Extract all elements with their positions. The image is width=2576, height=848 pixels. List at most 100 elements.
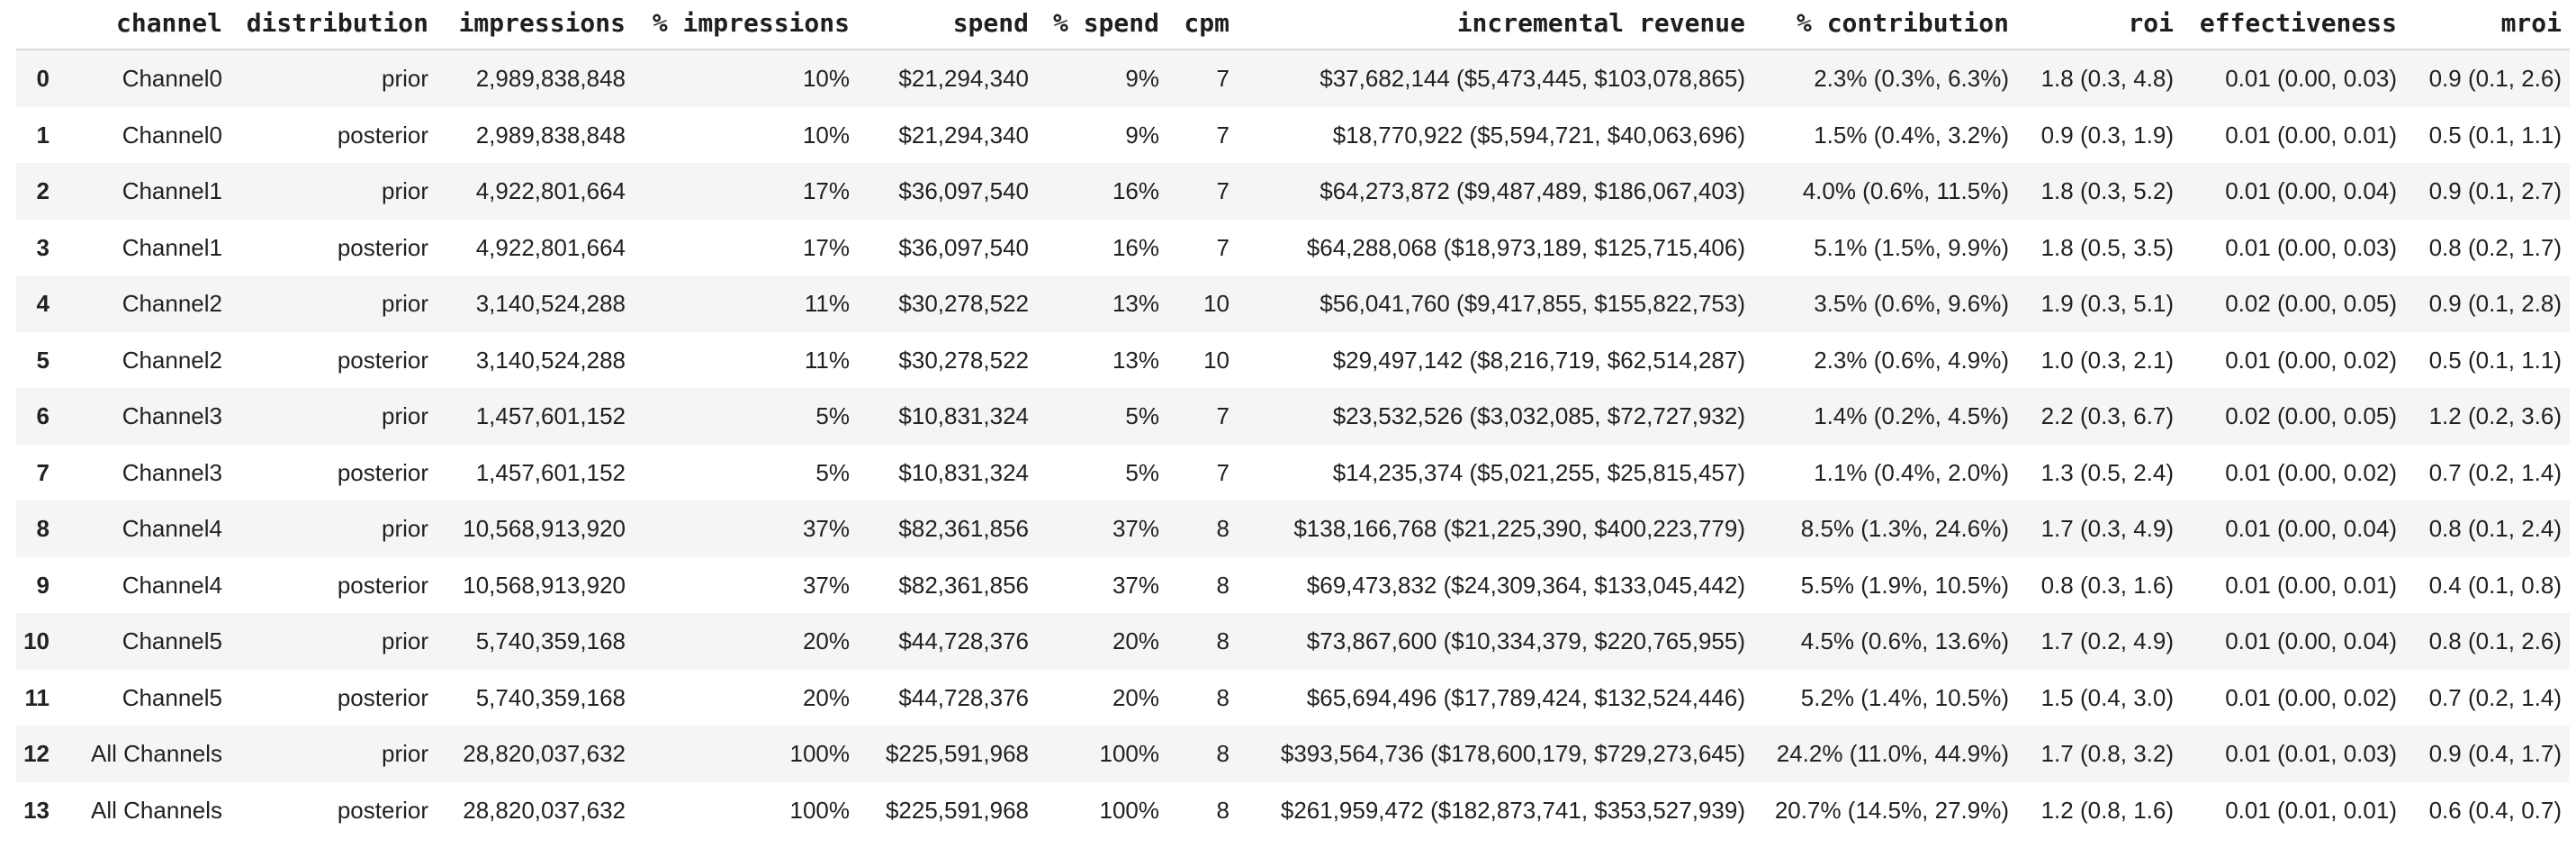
cell-pct-impressions: 37% [802,571,850,599]
cell-index: 6 [36,402,50,430]
col-header-spend: spend [858,0,1037,50]
cell-roi: 1.9 (0.3, 5.1) [2040,290,2174,318]
cell-mroi: 1.2 (0.2, 3.6) [2428,402,2562,430]
col-header-roi: roi [2017,0,2182,50]
cell-index: 2 [36,177,50,205]
cell-impressions: 5,740,359,168 [475,627,626,655]
cell-channel: Channel0 [122,121,222,149]
cell-distribution: prior [381,402,428,430]
cell-effectiveness: 0.01 (0.00, 0.02) [2225,683,2397,711]
cell-pct-spend: 20% [1112,627,1159,655]
cell-incremental-revenue: $138,166,768 ($21,225,390, $400,223,779) [1293,515,1745,543]
cell-distribution: prior [381,177,428,205]
cell-spend: $30,278,522 [898,346,1029,374]
cell-roi: 1.7 (0.3, 4.9) [2040,515,2174,543]
cell-pct-contribution: 5.1% (1.5%, 9.9%) [1814,233,2009,261]
cell-cpm: 7 [1216,65,1229,93]
cell-pct-spend: 37% [1112,515,1159,543]
cell-effectiveness: 0.02 (0.00, 0.05) [2225,402,2397,430]
cell-pct-spend: 13% [1112,290,1159,318]
cell-roi: 1.8 (0.3, 4.8) [2040,65,2174,93]
cell-index: 1 [36,121,50,149]
cell-index: 10 [23,627,50,655]
cell-index: 12 [23,740,50,768]
cell-mroi: 0.9 (0.1, 2.8) [2428,290,2562,318]
cell-pct-spend: 13% [1112,346,1159,374]
cell-index: 0 [36,65,50,93]
cell-cpm: 10 [1203,290,1229,318]
cell-channel: Channel4 [122,571,222,599]
cell-spend: $36,097,540 [898,177,1029,205]
col-header-mroi: mroi [2405,0,2570,50]
cell-pct-contribution: 2.3% (0.3%, 6.3%) [1814,65,2009,93]
table-body: 0 Channel0 prior 2,989,838,848 10% $21,294,34… [16,50,2570,838]
cell-spend: $225,591,968 [885,796,1029,824]
cell-pct-spend: 37% [1112,571,1159,599]
cell-roi: 0.8 (0.3, 1.6) [2040,571,2174,599]
cell-spend: $44,728,376 [898,627,1029,655]
cell-pct-impressions: 20% [802,683,850,711]
cell-roi: 1.8 (0.5, 3.5) [2040,233,2174,261]
cell-pct-impressions: 20% [802,627,850,655]
cell-pct-spend: 100% [1099,740,1160,768]
cell-distribution: prior [381,290,428,318]
cell-distribution: posterior [337,458,428,486]
cell-incremental-revenue: $23,532,526 ($3,032,085, $72,727,932) [1332,402,1745,430]
cell-effectiveness: 0.02 (0.00, 0.05) [2225,290,2397,318]
table-row: 8 Channel4 prior 10,568,913,920 37% $82,361,8… [16,501,2570,557]
cell-impressions: 4,922,801,664 [475,177,626,205]
cell-pct-impressions: 100% [789,796,851,824]
cell-mroi: 0.9 (0.1, 2.7) [2428,177,2562,205]
cell-effectiveness: 0.01 (0.00, 0.03) [2225,65,2397,93]
cell-mroi: 0.9 (0.1, 2.6) [2428,65,2562,93]
cell-impressions: 2,989,838,848 [475,121,626,149]
cell-distribution: prior [381,515,428,543]
cell-effectiveness: 0.01 (0.00, 0.04) [2225,177,2397,205]
cell-pct-impressions: 10% [802,65,850,93]
cell-cpm: 8 [1216,740,1229,768]
cell-spend: $82,361,856 [898,515,1029,543]
cell-distribution: posterior [337,233,428,261]
cell-roi: 1.2 (0.8, 1.6) [2040,796,2174,824]
cell-pct-contribution: 5.5% (1.9%, 10.5%) [1800,571,2009,599]
cell-distribution: posterior [337,796,428,824]
cell-effectiveness: 0.01 (0.01, 0.03) [2225,740,2397,768]
cell-mroi: 0.8 (0.1, 2.6) [2428,627,2562,655]
cell-pct-contribution: 3.5% (0.6%, 9.6%) [1814,290,2009,318]
col-header-effectiveness: effectiveness [2182,0,2405,50]
cell-cpm: 8 [1216,571,1229,599]
cell-impressions: 28,820,037,632 [463,740,626,768]
table-row: 13 All Channels posterior 28,820,037,632 100… [16,782,2570,839]
cell-channel: Channel5 [122,627,222,655]
cell-distribution: posterior [337,346,428,374]
cell-spend: $21,294,340 [898,121,1029,149]
cell-incremental-revenue: $393,564,736 ($178,600,179, $729,273,645… [1280,740,1745,768]
cell-effectiveness: 0.01 (0.00, 0.02) [2225,346,2397,374]
col-header-cpm: cpm [1167,0,1238,50]
cell-pct-impressions: 17% [802,177,850,205]
cell-incremental-revenue: $65,694,496 ($17,789,424, $132,524,446) [1306,683,1745,711]
cell-mroi: 0.6 (0.4, 0.7) [2428,796,2562,824]
cell-impressions: 3,140,524,288 [475,290,626,318]
channel-summary-table: channel distribution impressions % impre… [16,0,2570,838]
cell-spend: $21,294,340 [898,65,1029,93]
cell-index: 13 [23,796,50,824]
cell-pct-contribution: 1.4% (0.2%, 4.5%) [1814,402,2009,430]
cell-effectiveness: 0.01 (0.01, 0.01) [2225,796,2397,824]
col-header-channel: channel [58,0,230,50]
cell-effectiveness: 0.01 (0.00, 0.03) [2225,233,2397,261]
cell-cpm: 7 [1216,402,1229,430]
cell-cpm: 8 [1216,796,1229,824]
cell-index: 8 [36,515,50,543]
cell-channel: Channel3 [122,458,222,486]
cell-cpm: 8 [1216,627,1229,655]
cell-pct-spend: 5% [1125,402,1159,430]
cell-index: 5 [36,346,50,374]
cell-channel: Channel4 [122,515,222,543]
table-row: 6 Channel3 prior 1,457,601,152 5% $10,831,324… [16,388,2570,445]
table-row: 10 Channel5 prior 5,740,359,168 20% $44,728,3… [16,613,2570,670]
cell-distribution: prior [381,65,428,93]
col-header-pct-contribution: % contribution [1753,0,2017,50]
col-header-incremental-revenue: incremental revenue [1238,0,1753,50]
col-header-impressions: impressions [437,0,634,50]
